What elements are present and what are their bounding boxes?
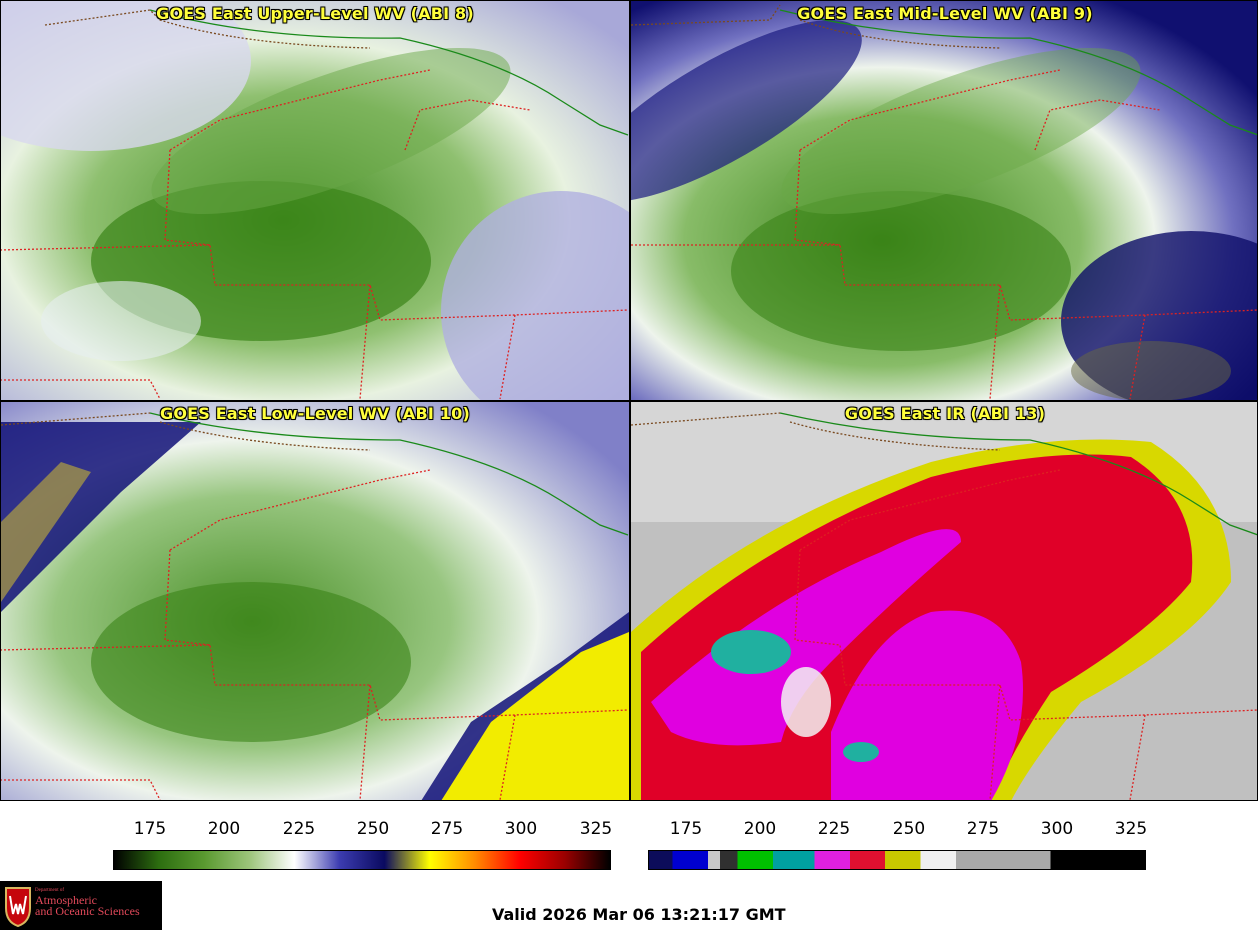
upper-level-wv-map [1, 1, 629, 400]
wv-tick-label: 275 [430, 819, 464, 839]
ir-map [631, 402, 1258, 801]
ir-tick-label: 225 [817, 819, 851, 839]
wv-tick-label: 200 [207, 819, 241, 839]
wv-tick-label: 300 [504, 819, 538, 839]
ir-tick-label: 250 [892, 819, 926, 839]
upper-level-wv-title: GOES East Upper-Level WV (ABI 8) [156, 4, 474, 23]
mid-level-wv-map [631, 1, 1258, 400]
wv-colorbar [113, 850, 611, 870]
ir-tick-label: 300 [1040, 819, 1074, 839]
low-level-wv-map [1, 402, 629, 801]
logo-line3: and Oceanic Sciences [35, 904, 140, 918]
logo-line2: Atmospheric [35, 893, 97, 907]
ir-tick-label: 175 [669, 819, 703, 839]
ir-panel [631, 402, 1258, 801]
ir-tick-label: 200 [743, 819, 777, 839]
uw-crest-icon [5, 887, 31, 928]
ir-tick-label: 275 [966, 819, 1000, 839]
wv-tick-label: 250 [356, 819, 390, 839]
low-level-wv-title: GOES East Low-Level WV (ABI 10) [159, 404, 470, 423]
wv-tick-label: 225 [282, 819, 316, 839]
wv-tick-label: 175 [133, 819, 167, 839]
low-level-wv-panel [1, 402, 629, 801]
ir-tick-label: 325 [1114, 819, 1148, 839]
valid-time: Valid 2026 Mar 06 13:21:17 GMT [492, 905, 786, 924]
aos-logo-text: Department of Atmospheric and Oceanic Sc… [35, 887, 140, 917]
ir-colorbar [648, 850, 1146, 870]
mid-level-wv-panel [631, 1, 1258, 400]
aos-logo: Department of Atmospheric and Oceanic Sc… [0, 881, 162, 930]
mid-level-wv-title: GOES East Mid-Level WV (ABI 9) [797, 4, 1093, 23]
ir-title: GOES East IR (ABI 13) [844, 404, 1046, 423]
upper-level-wv-panel [1, 1, 629, 400]
horizontal-divider [0, 400, 1258, 402]
logo-line1: Department of [35, 888, 65, 893]
wv-tick-label: 325 [579, 819, 613, 839]
